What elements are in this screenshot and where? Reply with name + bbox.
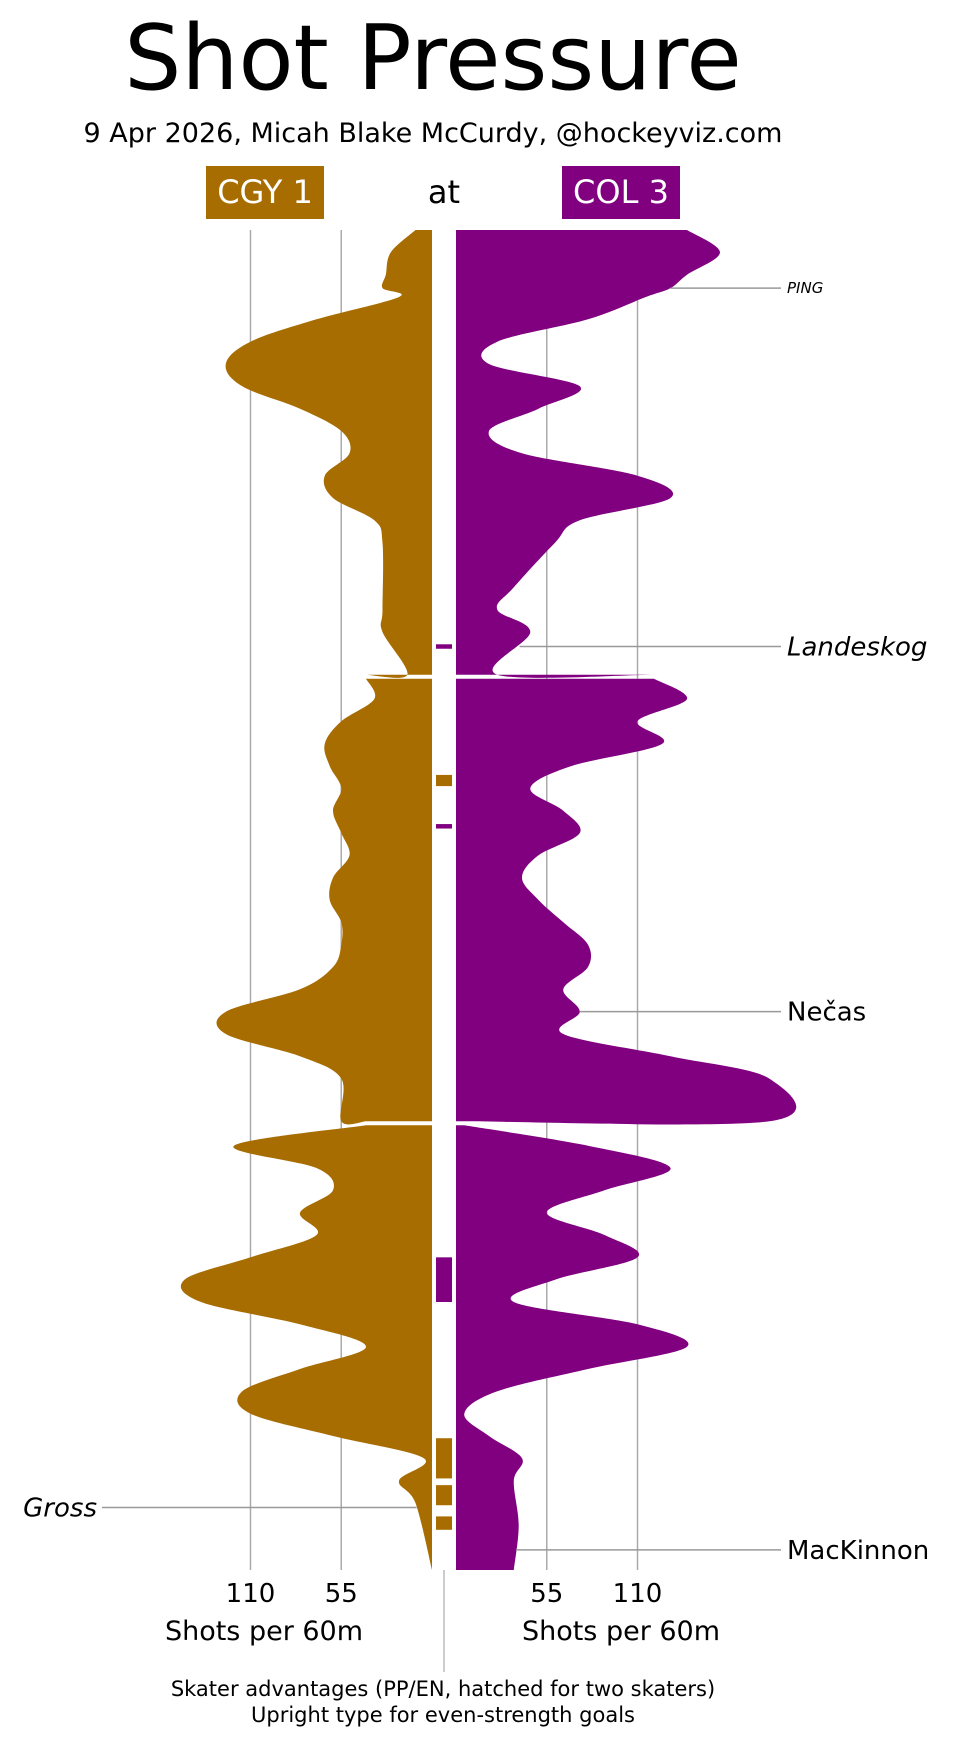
away-tick-label: 110 — [226, 1579, 276, 1609]
footnote-line-1: Skater advantages (PP/EN, hatched for tw… — [171, 1677, 715, 1701]
home-team-label: COL 3 — [573, 173, 669, 211]
goal-annotations: PING Landeskog Nečas Gross MacKinnon — [23, 279, 929, 1566]
axis-layer: 110 55 55 110 — [226, 1579, 663, 1609]
goal-label: Gross — [23, 1493, 97, 1523]
goal-label: Landeskog — [787, 633, 927, 663]
chart-title: Shot Pressure — [124, 6, 741, 111]
home-team-badge — [562, 166, 680, 219]
skater-advantage-bar — [436, 644, 452, 649]
away-team-label: CGY 1 — [217, 173, 313, 211]
skater-advantage-bar — [436, 824, 452, 829]
goal-label: Nečas — [787, 998, 866, 1028]
skater-advantage-bar — [436, 1516, 452, 1530]
away-axis-title: Shots per 60m — [165, 1616, 363, 1647]
home-area-period-1 — [456, 230, 720, 678]
home-axis-title: Shots per 60m — [522, 1616, 720, 1647]
home-area-period-2 — [456, 678, 797, 1125]
away-area-period-1 — [225, 230, 432, 678]
footnote-line-2: Upright type for even-strength goals — [251, 1703, 635, 1727]
goal-label: MacKinnon — [787, 1536, 929, 1566]
chart-subtitle: 9 Apr 2026, Micah Blake McCurdy, @hockey… — [84, 118, 783, 149]
goal-label: PING — [787, 279, 823, 297]
skater-advantage-bar — [436, 1485, 452, 1506]
home-tick-label: 110 — [613, 1579, 663, 1609]
at-separator: at — [428, 173, 460, 211]
skater-advantage-bar — [436, 774, 452, 787]
skater-advantage-bar — [436, 1257, 452, 1302]
skater-advantage-layer — [436, 644, 452, 1530]
away-area-period-3 — [180, 1125, 432, 1570]
home-tick-label: 55 — [530, 1579, 563, 1609]
away-area-period-2 — [216, 678, 432, 1125]
area-layer — [180, 230, 797, 1570]
away-team-badge — [206, 166, 324, 219]
away-tick-label: 55 — [325, 1579, 358, 1609]
home-area-period-3 — [456, 1125, 689, 1570]
skater-advantage-bar — [436, 1438, 452, 1479]
